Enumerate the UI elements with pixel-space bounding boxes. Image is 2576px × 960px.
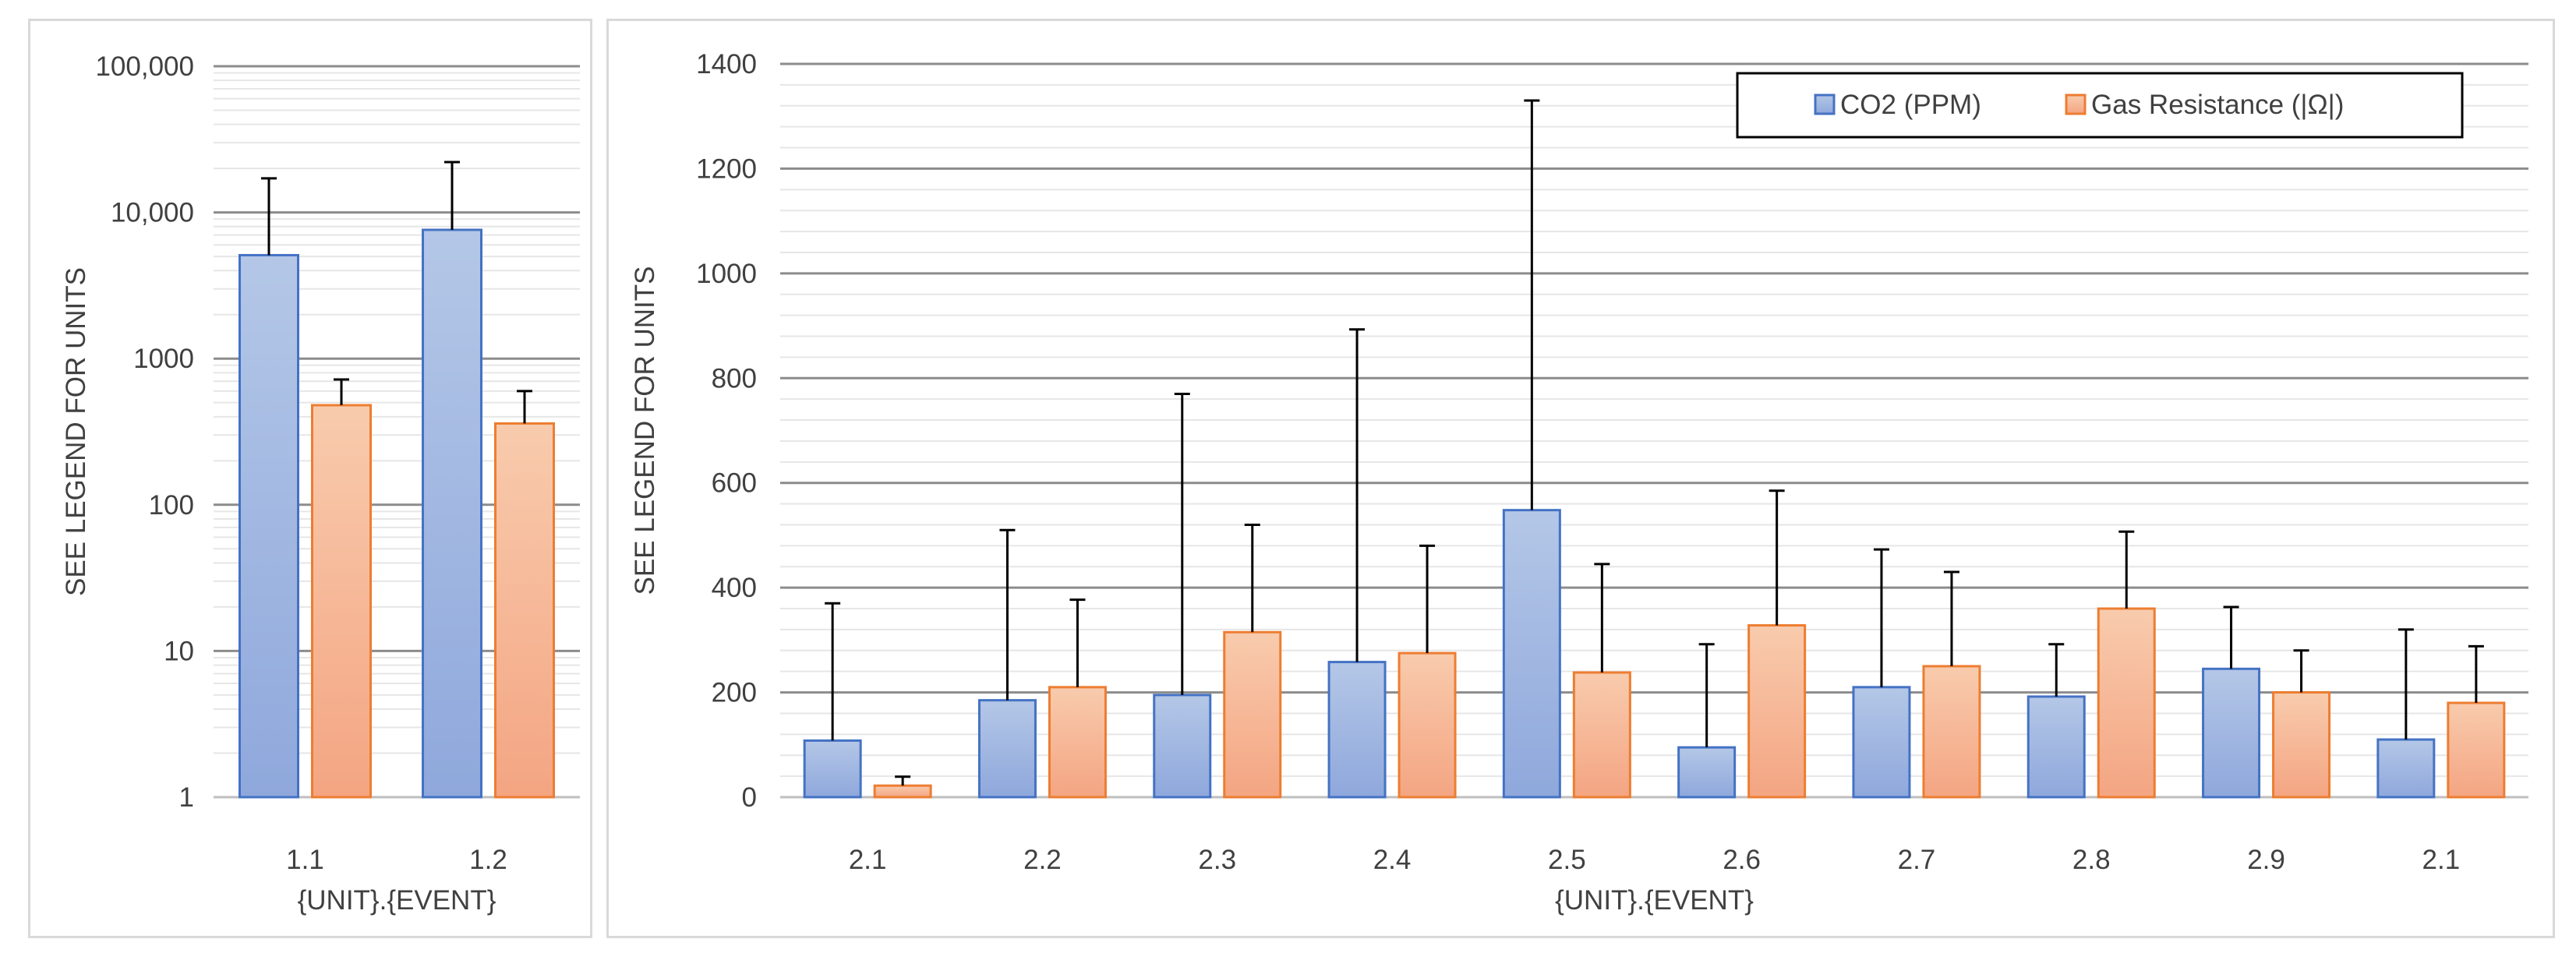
- x-tick-label: 2.4: [1373, 845, 1412, 875]
- y-axis-title: SEE LEGEND FOR UNITS: [630, 266, 660, 595]
- x-tick-label: 2.6: [1723, 845, 1761, 875]
- legend-box: [1736, 72, 2464, 139]
- x-tick-label: 2.3: [1198, 845, 1236, 875]
- y-axis-title: SEE LEGEND FOR UNITS: [61, 267, 91, 596]
- x-tick-label: 2.8: [2072, 845, 2111, 875]
- x-axis-title: {UNIT}.{EVENT}: [298, 885, 496, 916]
- y-tick-label: 10: [164, 636, 194, 666]
- left-chart-panel: 1 10 100 1000 10,000 100,000 1.1 1.2 {UNIT}.{EVE…: [28, 19, 592, 938]
- bar: [1852, 686, 1911, 799]
- bar: [1153, 694, 1212, 799]
- x-tick-label: 1.1: [286, 845, 324, 875]
- y-tick-label: 100: [149, 490, 194, 521]
- bar: [803, 739, 862, 799]
- bar: [1502, 509, 1561, 799]
- x-tick-label: 2.9: [2247, 845, 2285, 875]
- bar: [1398, 651, 1457, 799]
- x-tick-label: 2.7: [1898, 845, 1936, 875]
- y-tick-label: 1000: [133, 344, 194, 374]
- legend-swatch: [1814, 94, 1836, 115]
- bar: [1223, 630, 1282, 799]
- bar: [1677, 746, 1737, 799]
- bar: [1747, 624, 1807, 799]
- y-tick-label: 200: [712, 678, 757, 708]
- bar: [2202, 667, 2261, 799]
- bar: [422, 228, 482, 799]
- x-tick-label: 1.2: [469, 845, 507, 875]
- y-tick-label: 400: [712, 573, 757, 603]
- bar: [2376, 738, 2436, 799]
- legend-swatch: [2065, 94, 2087, 115]
- y-tick-label: 800: [712, 363, 757, 394]
- x-tick-label: 2.1: [849, 845, 887, 875]
- y-tick-label: 10,000: [111, 198, 194, 228]
- x-axis-title: {UNIT}.{EVENT}: [1555, 885, 1754, 916]
- y-tick-label: 0: [742, 782, 757, 813]
- bar: [2272, 691, 2331, 799]
- x-tick-label: 2.2: [1023, 845, 1062, 875]
- y-tick-label: 100,000: [95, 51, 194, 82]
- x-tick-label: 2.5: [1548, 845, 1586, 875]
- y-tick-label: 1: [179, 782, 194, 813]
- x-tick-label: 2.1: [2422, 845, 2461, 875]
- right-chart-svg: 0 200 400 600 800 1000 1200 1400 2.1 2.2 2.3 2.4 2.5…: [630, 49, 2528, 916]
- bar: [494, 422, 555, 799]
- bar: [2097, 607, 2156, 799]
- bar: [1327, 661, 1387, 799]
- bar: [873, 784, 932, 799]
- bar: [239, 253, 299, 799]
- bar: [311, 404, 372, 799]
- right-chart-panel: 0 200 400 600 800 1000 1200 1400 2.1 2.2 2.3 2.4 2.5…: [606, 19, 2555, 938]
- legend-label: CO2 (PPM): [1840, 90, 1981, 120]
- y-tick-label: 1400: [696, 49, 757, 79]
- left-chart-svg: 1 10 100 1000 10,000 100,000 1.1 1.2 {UNIT}.{EVE…: [61, 51, 580, 916]
- bar: [977, 699, 1037, 799]
- y-tick-label: 1000: [696, 259, 757, 289]
- y-tick-label: 600: [712, 468, 757, 499]
- bar: [2447, 701, 2506, 799]
- legend-label: Gas Resistance (|Ω|): [2091, 90, 2344, 120]
- bar: [1922, 665, 1981, 799]
- y-tick-label: 1200: [696, 154, 757, 184]
- bar: [1572, 671, 1631, 799]
- bar: [2027, 695, 2086, 799]
- bar: [1048, 686, 1107, 799]
